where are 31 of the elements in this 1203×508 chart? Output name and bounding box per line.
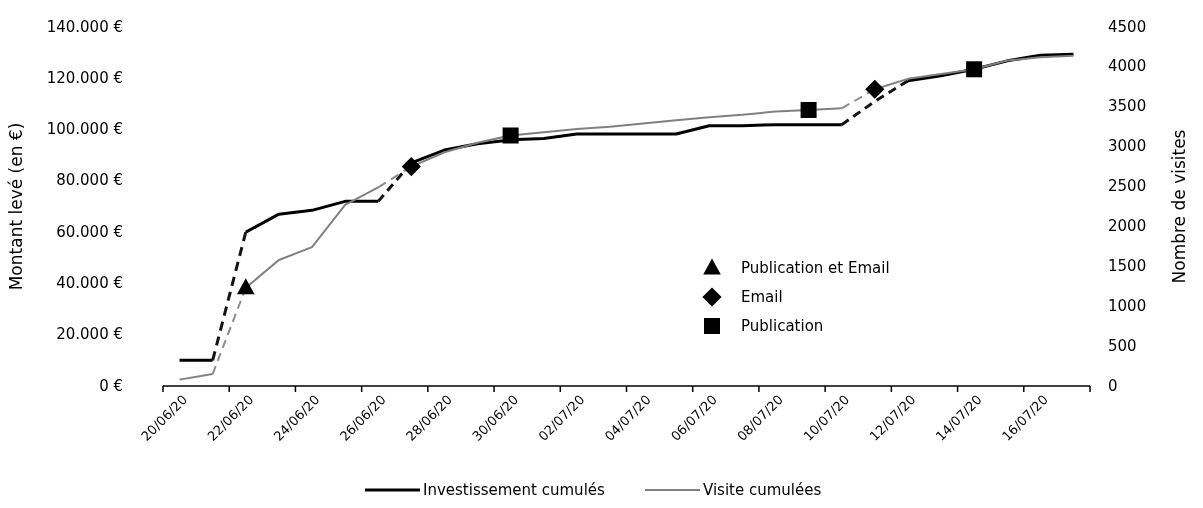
legend-label: Publication et Email	[741, 258, 890, 277]
legend-label: Email	[741, 287, 783, 306]
y2-tick-label: 3500	[1108, 97, 1147, 116]
y2-tick-label: 4500	[1108, 17, 1147, 36]
legend-label: Visite cumulées	[703, 480, 822, 499]
y-axis-title: Montant levé (en €)	[6, 122, 26, 291]
legend-label: Publication	[741, 316, 824, 335]
legend-label: Investissement cumulés	[423, 480, 606, 499]
point	[966, 61, 983, 78]
y2-tick-label: 2000	[1108, 216, 1147, 235]
point	[236, 278, 255, 295]
point	[800, 101, 817, 118]
y2-tick-label: 2500	[1108, 177, 1147, 196]
point	[401, 157, 421, 177]
point	[865, 79, 885, 99]
y2-tick-label: 500	[1108, 336, 1137, 355]
y2-tick-label: 3000	[1108, 137, 1147, 156]
y-tick-label: 20.000 €	[56, 325, 123, 344]
y-tick-label: 40.000 €	[56, 273, 123, 292]
y2-tick-label: 0	[1108, 376, 1118, 395]
y-tick-label: 120.000 €	[46, 68, 123, 87]
y2-axis-title: Nombre de visites	[1169, 129, 1189, 284]
y-tick-label: 140.000 €	[46, 17, 123, 36]
y2-tick-label: 1000	[1108, 296, 1147, 315]
y2-tick-label: 1500	[1108, 256, 1147, 275]
y-tick-label: 100.000 €	[46, 120, 123, 139]
y-tick-label: 0 €	[99, 376, 123, 395]
y-tick-label: 60.000 €	[56, 222, 123, 241]
y2-tick-label: 4000	[1108, 57, 1147, 76]
point	[502, 127, 519, 144]
y-tick-label: 80.000 €	[56, 171, 123, 190]
